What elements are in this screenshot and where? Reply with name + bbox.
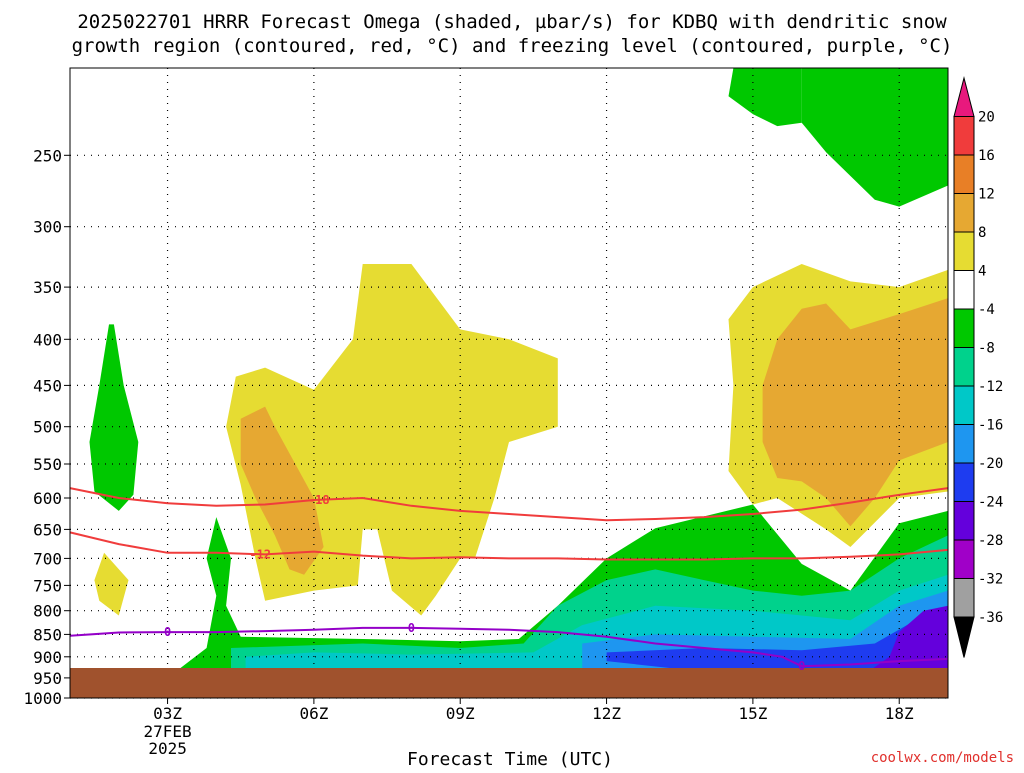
chart-title-line-1: 2025022701 HRRR Forecast Omega (shaded, …: [77, 11, 947, 33]
y-tick-label-350: 350: [33, 278, 62, 297]
colorbar-segment-6: [953, 308, 975, 348]
colorbar-label-8: -16: [978, 418, 1003, 434]
colorbar-label-2: 12: [978, 187, 995, 203]
x-tick-label-18Z: 18Z: [885, 704, 914, 723]
colorbar-label-1: 16: [978, 148, 995, 164]
temperature-contours: -18 -12 0 0 0: [69, 487, 949, 673]
y-tick-label-1000: 1000: [23, 689, 62, 708]
x-tick-label-09Z: 09Z: [446, 704, 475, 723]
chart-title-line-2: growth region (contoured, red, °C) and f…: [72, 35, 953, 57]
ground-surface: [70, 668, 948, 698]
y-tick-label-750: 750: [33, 576, 62, 595]
y-axis: 250 300 350 400 450 500 550 600 650 700 750 800 850 9…: [23, 146, 70, 708]
colorbar-label-10: -24: [978, 495, 1003, 511]
colorbar-segment-8: [953, 385, 975, 425]
colorbar-segment-9: [953, 424, 975, 464]
colorbar-label-6: -8: [978, 341, 995, 357]
colorbar-arrow-top: [953, 76, 975, 117]
contour-label-2-2: 0: [798, 659, 805, 673]
colorbar-label-3: 8: [978, 225, 986, 241]
y-tick-label-500: 500: [33, 418, 62, 437]
x-tick-sublabel-0: 27FEB: [144, 722, 192, 741]
colorbar-segment-5: [953, 270, 975, 310]
x-tick-label-03Z: 03Z: [153, 704, 182, 723]
colorbar-label-7: -12: [978, 379, 1003, 395]
contour-line-2: [69, 626, 949, 668]
omega-region-15: [801, 68, 948, 207]
y-tick-label-300: 300: [33, 218, 62, 237]
omega-region-14: [728, 68, 802, 127]
omega-region-1: [94, 552, 129, 616]
colorbar-segment-4: [953, 231, 975, 271]
omega-region-11: [240, 406, 324, 575]
colorbar-segment-10: [953, 462, 975, 502]
x-tick-sublabel-1: 2025: [148, 739, 187, 758]
colorbar-label-11: -28: [978, 533, 1003, 549]
y-tick-label-800: 800: [33, 602, 62, 621]
y-tick-label-700: 700: [33, 549, 62, 568]
omega-region-13: [762, 298, 948, 527]
y-tick-label-550: 550: [33, 455, 62, 474]
colorbar-segment-13: [953, 578, 975, 618]
y-tick-label-650: 650: [33, 520, 62, 539]
contour-line-1: [69, 531, 949, 561]
x-axis-label: Forecast Time (UTC): [407, 749, 613, 768]
colorbar-label-12: -32: [978, 572, 1003, 588]
colorbar-label-4: 4: [978, 264, 986, 280]
y-tick-label-600: 600: [33, 489, 62, 508]
colorbar-segment-2: [953, 154, 975, 194]
y-tick-label-950: 950: [33, 669, 62, 688]
x-tick-label-06Z: 06Z: [299, 704, 328, 723]
y-tick-label-900: 900: [33, 648, 62, 667]
colorbar-segment-12: [953, 539, 975, 579]
omega-region-8: [850, 605, 948, 685]
y-tick-label-450: 450: [33, 376, 62, 395]
colorbar-arrow-bottom: [953, 616, 975, 658]
plot-frame: [69, 67, 949, 699]
contour-label-2-0: 0: [164, 625, 171, 639]
y-tick-label-850: 850: [33, 625, 62, 644]
colorbar-label-0: 20: [978, 110, 995, 126]
colorbar: 20 16 12 8 4 -4 -8 -12 -16 -20 -24 -28 -32 -36: [953, 76, 1003, 658]
colorbar-label-9: -20: [978, 456, 1003, 472]
colorbar-segment-3: [953, 193, 975, 233]
plot-area: -18 -12 0 0 0: [69, 67, 949, 699]
credit-text: coolwx.com/models: [871, 750, 1014, 766]
contour-label-0-0: -18: [308, 493, 330, 507]
omega-shading: [70, 68, 949, 685]
contour-line-0: [69, 487, 949, 522]
colorbar-segment-11: [953, 501, 975, 541]
colorbar-label-13: -36: [978, 610, 1003, 626]
y-tick-label-400: 400: [33, 330, 62, 349]
colorbar-segment-1: [953, 116, 975, 156]
contour-label-1-0: -12: [249, 547, 271, 561]
y-tick-label-250: 250: [33, 146, 62, 165]
colorbar-segment-7: [953, 347, 975, 387]
x-tick-label-12Z: 12Z: [592, 704, 621, 723]
omega-region-7: [606, 610, 948, 685]
x-tick-label-15Z: 15Z: [738, 704, 767, 723]
contour-label-2-1: 0: [408, 621, 415, 635]
colorbar-label-5: -4: [978, 302, 995, 318]
